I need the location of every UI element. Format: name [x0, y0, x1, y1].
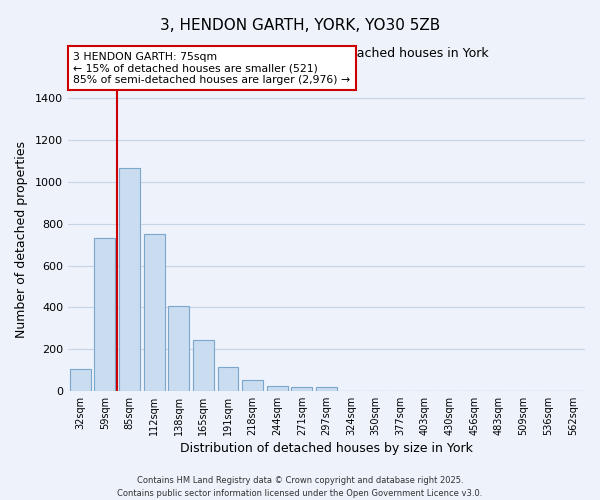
Text: Contains HM Land Registry data © Crown copyright and database right 2025.
Contai: Contains HM Land Registry data © Crown c…: [118, 476, 482, 498]
X-axis label: Distribution of detached houses by size in York: Distribution of detached houses by size …: [180, 442, 473, 455]
Title: Size of property relative to detached houses in York: Size of property relative to detached ho…: [164, 48, 488, 60]
Bar: [316, 386, 337, 391]
Bar: [292, 386, 313, 391]
Bar: [267, 386, 287, 391]
Bar: [143, 234, 164, 391]
Text: 3, HENDON GARTH, YORK, YO30 5ZB: 3, HENDON GARTH, YORK, YO30 5ZB: [160, 18, 440, 32]
Bar: [193, 340, 214, 391]
Y-axis label: Number of detached properties: Number of detached properties: [15, 141, 28, 338]
Bar: [242, 380, 263, 391]
Bar: [94, 238, 115, 391]
Text: 3 HENDON GARTH: 75sqm
← 15% of detached houses are smaller (521)
85% of semi-det: 3 HENDON GARTH: 75sqm ← 15% of detached …: [73, 52, 350, 85]
Bar: [70, 369, 91, 391]
Bar: [119, 168, 140, 391]
Bar: [218, 367, 238, 391]
Bar: [168, 306, 189, 391]
